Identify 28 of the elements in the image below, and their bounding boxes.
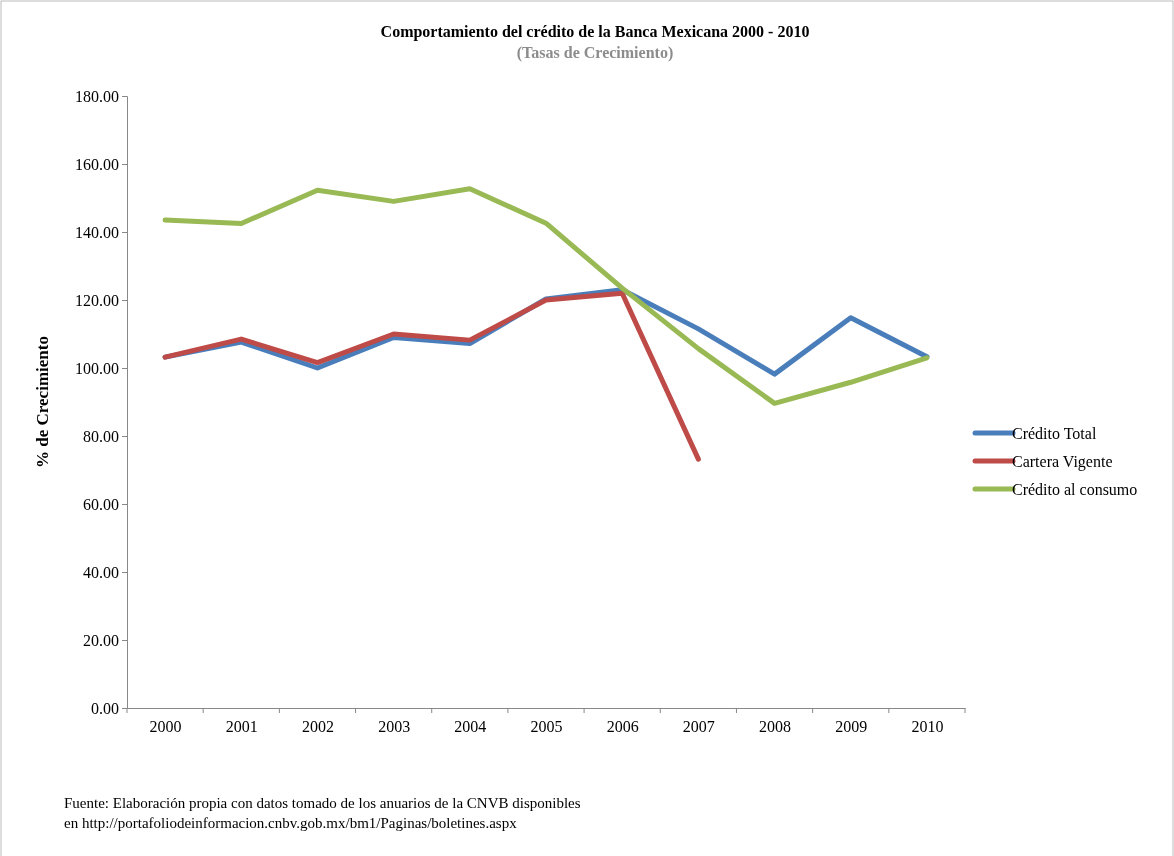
legend-label: Cartera Vigente [1012,453,1113,471]
x-tick-label: 2008 [759,717,792,735]
chart-title: Comportamiento del crédito de la Banca Mexicana 2000 - 2010 [380,23,810,41]
x-tick-label: 2000 [149,717,182,735]
y-tick-label: 160.00 [75,155,119,173]
y-tick-label: 20.00 [83,631,119,649]
x-tick-label: 2005 [530,717,563,735]
y-tick-label: 40.00 [83,563,119,581]
chart-subtitle: (Tasas de Crecimiento) [516,44,674,62]
x-tick-label: 2001 [225,717,258,735]
y-tick-label: 180.00 [75,87,119,105]
y-tick-label: 60.00 [83,495,119,513]
x-tick-label: 2004 [454,717,487,735]
source-note: Fuente: Elaboración propia con datos tomado de los anuarios de la CNVB disponibles en http://portafoliodeinformacion.cnbv.gob.mx/bm1/Paginas/boletines.aspx [64,795,581,831]
y-tick-label: 100.00 [75,359,119,377]
y-tick-label: 0.00 [91,699,119,717]
legend-label: Crédito al consumo [1012,481,1138,498]
y-tick-label: 120.00 [75,291,119,309]
legend-label: Crédito Total [1012,425,1097,442]
y-axis-title: % de Crecimiento [33,336,52,468]
y-tick-label: 140.00 [75,223,119,241]
x-tick-label: 2007 [682,717,715,735]
x-tick-label: 2010 [911,717,944,735]
y-tick-label: 80.00 [83,427,119,445]
x-tick-label: 2003 [378,717,411,735]
x-tick-label: 2002 [301,717,334,735]
x-tick-label: 2009 [835,717,868,735]
x-tick-label: 2006 [606,717,639,735]
